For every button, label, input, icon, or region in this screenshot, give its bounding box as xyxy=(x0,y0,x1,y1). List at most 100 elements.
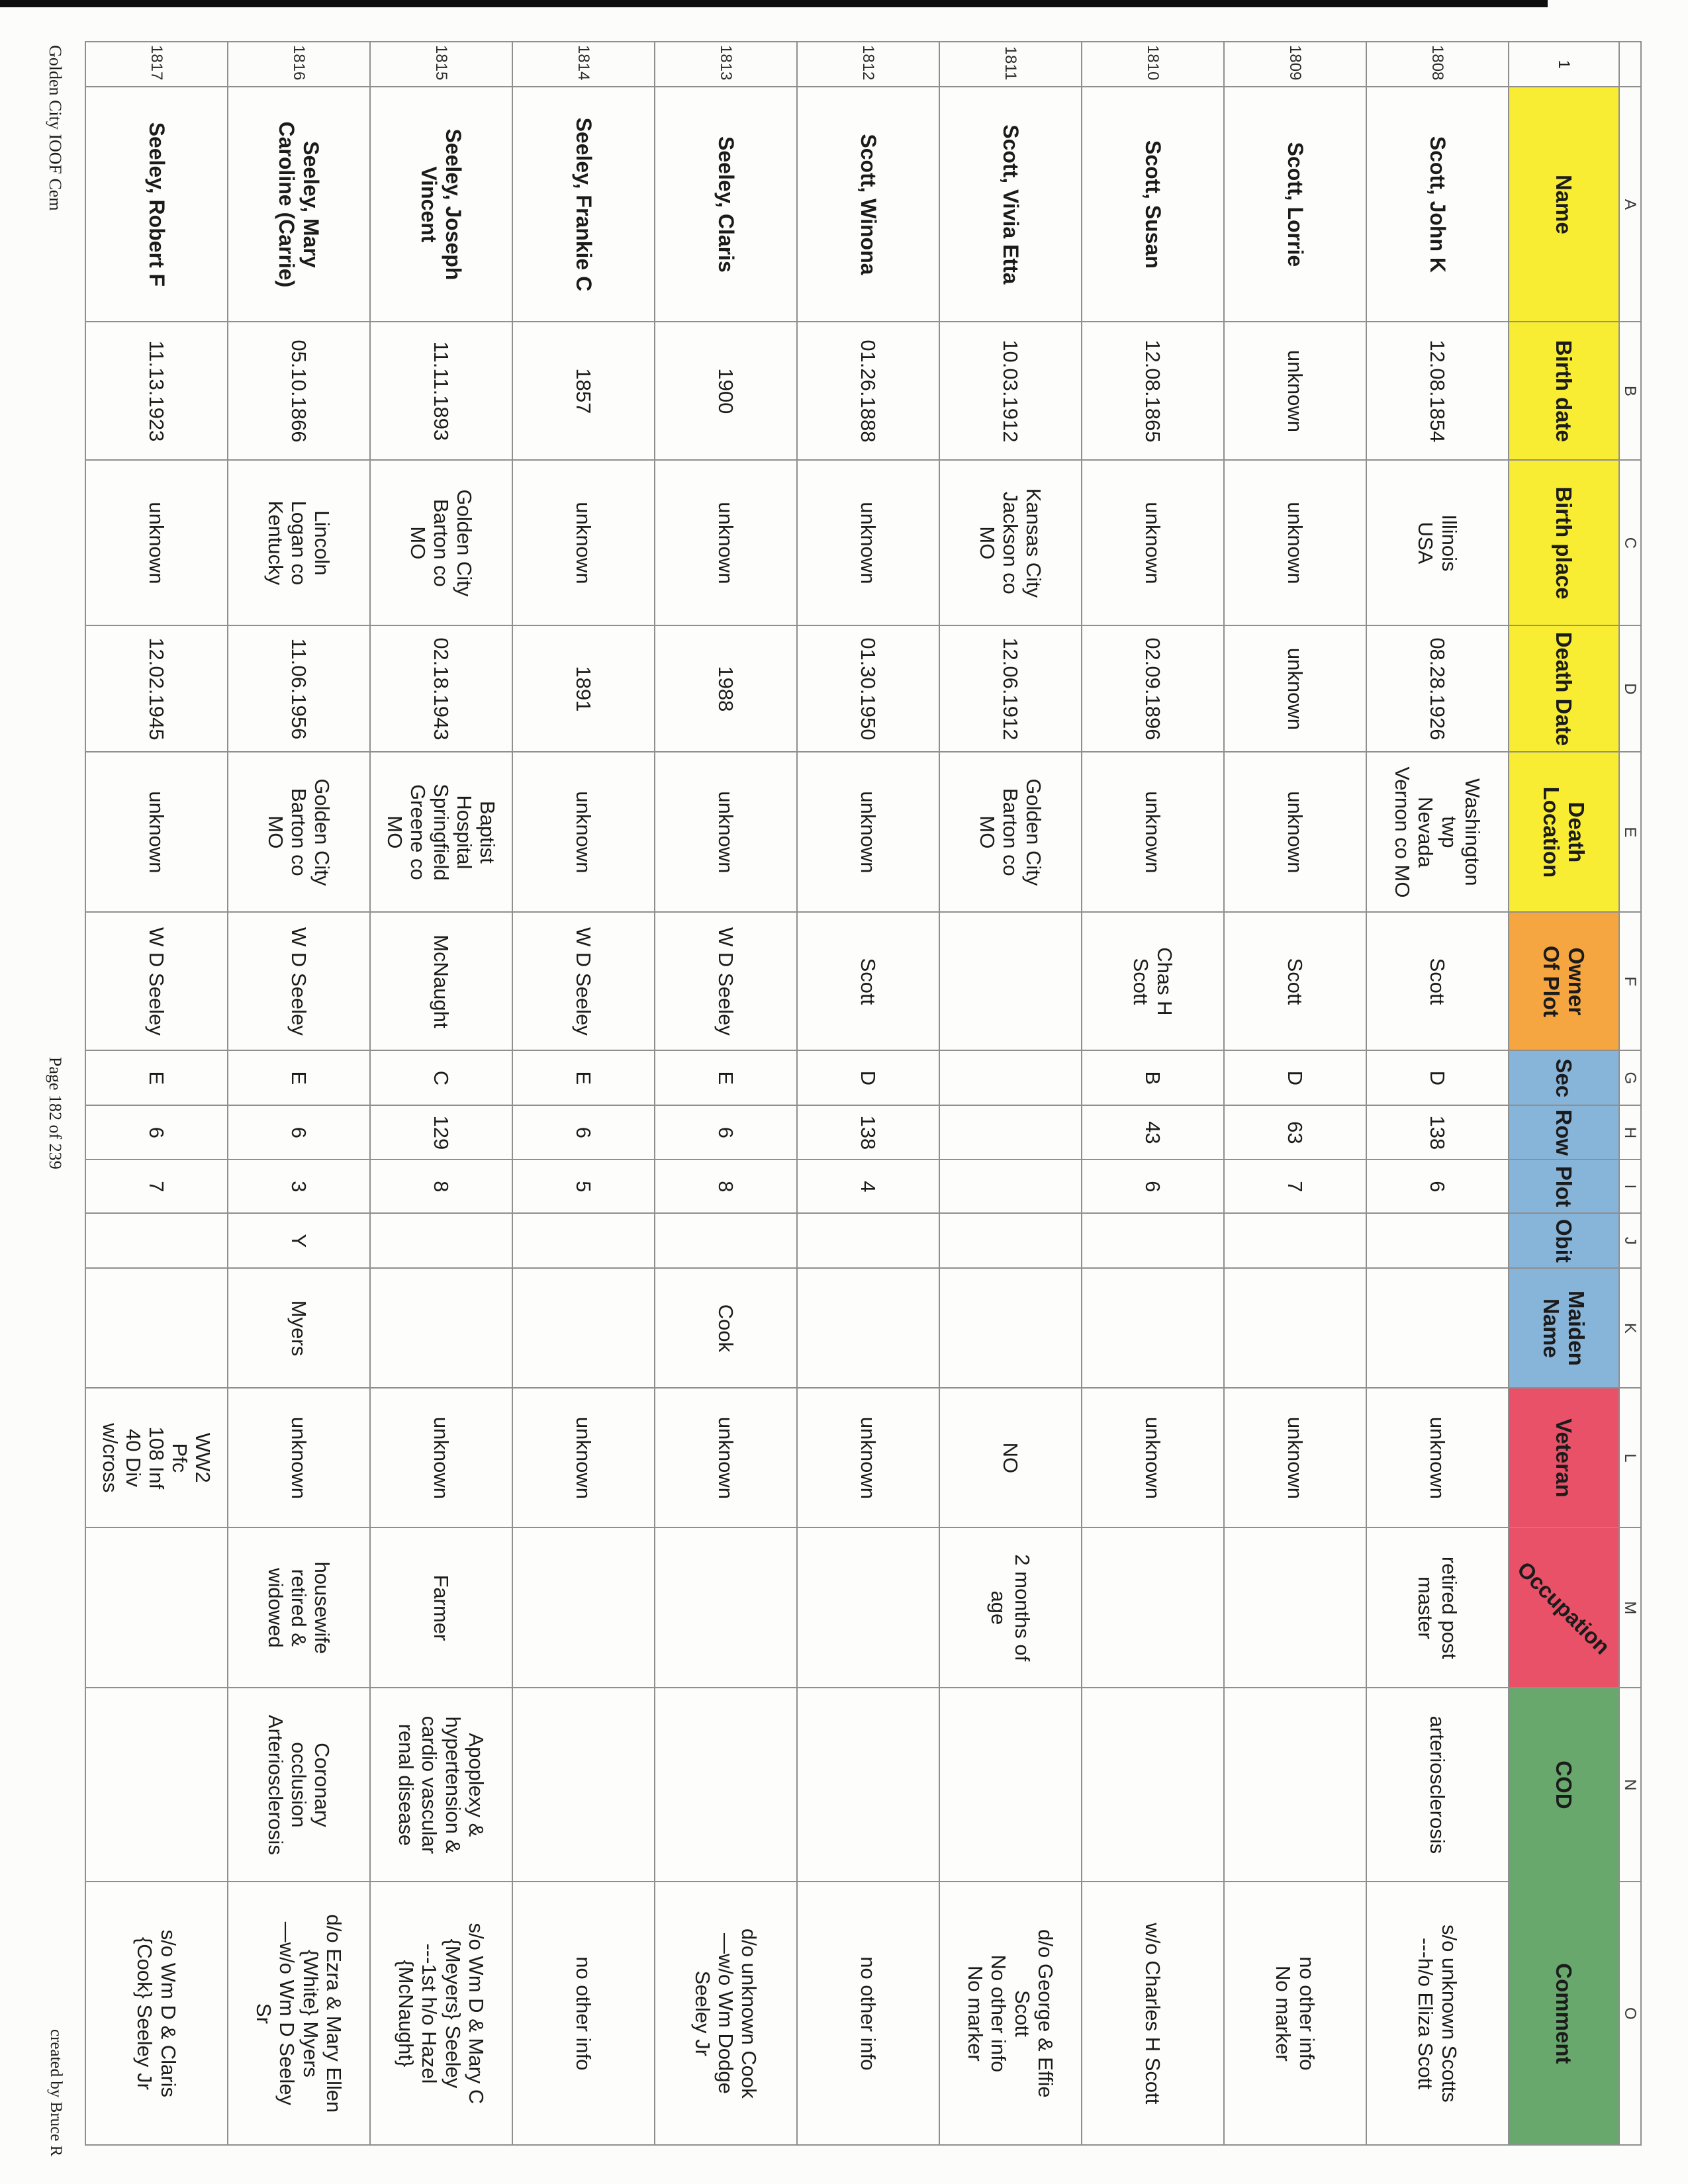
cell-1810-obit xyxy=(1082,1213,1224,1269)
cell-1810-row: 43 xyxy=(1082,1105,1224,1160)
cell-1810-birth-date: 12.08.1865 xyxy=(1082,322,1224,461)
footer-created-by: created by Bruce R xyxy=(47,2029,65,2157)
header-name: Name xyxy=(1509,87,1619,322)
header-sec: Sec xyxy=(1509,1050,1619,1106)
cell-1814-obit xyxy=(512,1213,655,1269)
cell-1809-death-date: unknown xyxy=(1224,625,1366,752)
cell-1814-name: Seeley, Frankie C xyxy=(512,87,655,322)
cell-1809-cod xyxy=(1224,1688,1366,1882)
row-number: 1810 xyxy=(1082,42,1224,87)
cell-1810-plot: 6 xyxy=(1082,1160,1224,1214)
cell-1812-veteran: unknown xyxy=(797,1388,939,1528)
cell-1809-sec: D xyxy=(1224,1050,1366,1106)
cell-1809-birth-place: unknown xyxy=(1224,460,1366,626)
cell-1816-plot: 3 xyxy=(228,1160,370,1214)
cell-1816-obit: Y xyxy=(228,1213,370,1269)
record-row-1813: 1813 Seeley, Claris 1900 unknown 1988 unknown… xyxy=(655,42,797,2146)
column-letter-h: H xyxy=(1619,1105,1641,1160)
header-veteran: Veteran xyxy=(1509,1388,1619,1528)
cell-1816-occupation: housewife retired & widowed xyxy=(228,1527,370,1688)
cell-1814-birth-date: 1857 xyxy=(512,322,655,461)
cell-1809-veteran: unknown xyxy=(1224,1388,1366,1528)
cell-1811-sec xyxy=(939,1050,1082,1106)
cell-1812-cod xyxy=(797,1688,939,1882)
cell-1813-death-date: 1988 xyxy=(655,625,797,752)
column-letter-i: I xyxy=(1619,1160,1641,1214)
record-row-1816: 1816 Seeley, Mary Caroline (Carrie) 05.10.… xyxy=(228,42,370,2146)
cell-1811-death-location: Golden City Barton co MO xyxy=(939,752,1082,913)
cell-1809-owner: Scott xyxy=(1224,912,1366,1051)
column-letter-f: F xyxy=(1619,912,1641,1051)
cell-1814-veteran: unknown xyxy=(512,1388,655,1528)
cell-1814-sec: E xyxy=(512,1050,655,1106)
cell-1817-birth-date: 11.13.1923 xyxy=(85,322,228,461)
record-row-1811: 1811 Scott, Vivia Etta 10.03.1912 Kansas Ci… xyxy=(939,42,1082,2146)
cell-1815-death-location: Baptist Hospital Springfield Greene co M… xyxy=(370,752,512,913)
cell-1810-death-location: unknown xyxy=(1082,752,1224,913)
cell-1815-maiden-name xyxy=(370,1268,512,1388)
cell-1816-veteran: unknown xyxy=(228,1388,370,1528)
footer-page-number: Page 182 of 239 xyxy=(46,1057,65,1169)
column-letter-n: N xyxy=(1619,1688,1641,1882)
column-letter-c: C xyxy=(1619,460,1641,626)
cell-1809-plot: 7 xyxy=(1224,1160,1366,1214)
cell-1816-comment: d/o Ezra & Mary Ellen {White} Myers —w/o… xyxy=(228,1882,370,2146)
cell-1815-birth-date: 11.11.1893 xyxy=(370,322,512,461)
record-row-1817: 1817 Seeley, Robert F 11.13.1923 unknown 12.… xyxy=(85,42,228,2146)
cell-1812-occupation xyxy=(797,1527,939,1688)
row-number: 1809 xyxy=(1224,42,1366,87)
cell-1809-comment: no other info No marker xyxy=(1224,1882,1366,2146)
header-plot: Plot xyxy=(1509,1160,1619,1214)
row-number: 1813 xyxy=(655,42,797,87)
cell-1813-row: 6 xyxy=(655,1105,797,1160)
cell-1816-name: Seeley, Mary Caroline (Carrie) xyxy=(228,87,370,322)
cell-1811-birth-place: Kansas City Jackson co MO xyxy=(939,460,1082,626)
cell-1817-death-location: unknown xyxy=(85,752,228,913)
record-row-1815: 1815 Seeley, Joseph Vincent 11.11.1893 Gold… xyxy=(370,42,512,2146)
cell-1810-maiden-name xyxy=(1082,1268,1224,1388)
cell-1817-row: 6 xyxy=(85,1105,228,1160)
cell-1813-maiden-name: Cook xyxy=(655,1268,797,1388)
header-occupation: Occupation xyxy=(1509,1527,1619,1688)
cell-1816-cod: Coronary occlusion Arteriosclerosis xyxy=(228,1688,370,1882)
cell-1810-name: Scott, Susan xyxy=(1082,87,1224,322)
cell-1815-birth-place: Golden City Barton co MO xyxy=(370,460,512,626)
column-letter-d: D xyxy=(1619,625,1641,752)
cell-1811-owner xyxy=(939,912,1082,1051)
cell-1816-sec: E xyxy=(228,1050,370,1106)
cell-1813-cod xyxy=(655,1688,797,1882)
cell-1808-plot: 6 xyxy=(1366,1160,1509,1214)
header-row-number: 1 xyxy=(1509,42,1619,87)
cell-1809-birth-date: unknown xyxy=(1224,322,1366,461)
cell-1808-occupation: retired post master xyxy=(1366,1527,1509,1688)
cell-1811-comment: d/o George & Effie Scott No other info N… xyxy=(939,1882,1082,2146)
cell-1814-death-date: 1891 xyxy=(512,625,655,752)
cell-1813-name: Seeley, Claris xyxy=(655,87,797,322)
cell-1815-veteran: unknown xyxy=(370,1388,512,1528)
cell-1817-maiden-name xyxy=(85,1268,228,1388)
cell-1817-cod xyxy=(85,1688,228,1882)
row-number: 1814 xyxy=(512,42,655,87)
cell-1814-cod xyxy=(512,1688,655,1882)
row-number: 1811 xyxy=(939,42,1082,87)
cell-1812-name: Scott, Winona xyxy=(797,87,939,322)
cemetery-records-table: A B C D E F G H I J K L M N O 1 xyxy=(85,41,1642,2146)
cell-1812-owner: Scott xyxy=(797,912,939,1051)
cell-1810-birth-place: unknown xyxy=(1082,460,1224,626)
cell-1811-plot xyxy=(939,1160,1082,1214)
cell-1810-occupation xyxy=(1082,1527,1224,1688)
header-occupation-label: Occupation xyxy=(1513,1556,1616,1659)
cell-1817-sec: E xyxy=(85,1050,228,1106)
cell-1813-birth-date: 1900 xyxy=(655,322,797,461)
cell-1817-comment: s/o Wm D & Claris {Cook} Seeley Jr xyxy=(85,1882,228,2146)
cell-1810-cod xyxy=(1082,1688,1224,1882)
cell-1813-birth-place: unknown xyxy=(655,460,797,626)
cell-1812-row: 138 xyxy=(797,1105,939,1160)
cell-1817-birth-place: unknown xyxy=(85,460,228,626)
cell-1814-row: 6 xyxy=(512,1105,655,1160)
cell-1810-comment: w/o Charles H Scott xyxy=(1082,1882,1224,2146)
cell-1816-birth-date: 05.10.1866 xyxy=(228,322,370,461)
column-letter-k: K xyxy=(1619,1268,1641,1388)
record-row-1814: 1814 Seeley, Frankie C 1857 unknown 1891 unkn… xyxy=(512,42,655,2146)
cell-1816-birth-place: Lincoln Logan co Kentucky xyxy=(228,460,370,626)
